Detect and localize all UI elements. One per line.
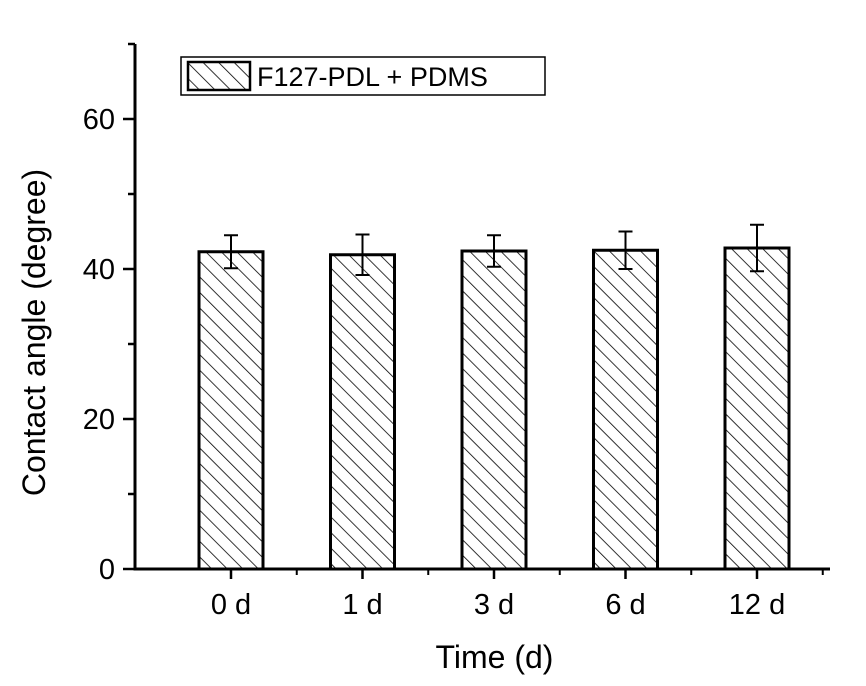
error-bars-group xyxy=(224,223,764,276)
bar-1d xyxy=(329,253,396,571)
x-tick-label: 3 d xyxy=(474,589,514,621)
bar-3d xyxy=(460,249,528,571)
error-bar-1d xyxy=(355,233,370,276)
error-bar-0d xyxy=(224,234,238,270)
error-bar-3d xyxy=(487,234,501,268)
x-axis-title: Time (d) xyxy=(436,639,554,675)
axes-group: 0 20 40 60 0 d 1 d 3 d 6 d 12 d xyxy=(83,42,830,621)
bar-6d xyxy=(592,248,659,571)
legend: F127-PDL + PDMS xyxy=(180,56,546,96)
x-tick-label: 6 d xyxy=(605,589,645,621)
legend-label: F127-PDL + PDMS xyxy=(257,62,488,92)
y-tick-label: 60 xyxy=(83,104,115,136)
x-tick-label: 1 d xyxy=(342,589,382,621)
bar-12d xyxy=(723,246,791,571)
error-bar-6d xyxy=(618,230,633,270)
bars-group xyxy=(197,246,791,571)
x-tick-label: 12 d xyxy=(729,589,785,621)
y-tick-label: 20 xyxy=(83,404,115,436)
bar-0d xyxy=(197,250,265,571)
x-tick-label: 0 d xyxy=(211,589,251,621)
y-axis-title: Contact angle (degree) xyxy=(16,169,52,496)
y-tick-label: 0 xyxy=(99,554,115,586)
error-bar-12d xyxy=(750,223,764,273)
legend-swatch xyxy=(186,60,252,92)
y-tick-label: 40 xyxy=(83,254,115,286)
